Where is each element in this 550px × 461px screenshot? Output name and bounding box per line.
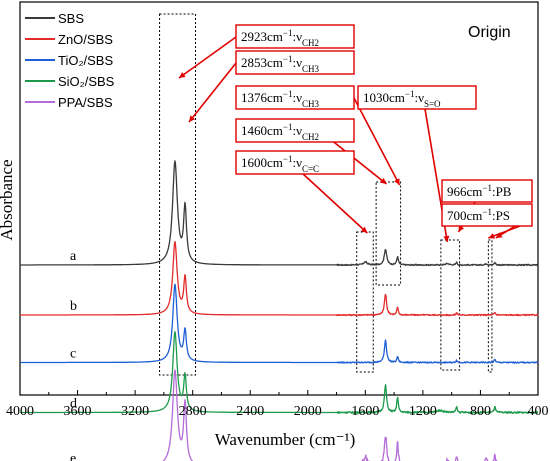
legend-label: ZnO/SBS (58, 32, 113, 47)
annotation-text: 1376cm−1:νCH3 (241, 89, 319, 109)
x-tick-label: 1600 (351, 404, 379, 419)
x-tick-label: 1200 (409, 404, 437, 419)
arrow-head (458, 225, 465, 232)
x-tick-label: 2400 (236, 404, 264, 419)
y-axis-label: Absorbance (0, 159, 16, 240)
arrow-head (379, 177, 387, 184)
x-axis-ticks: 4000 3600 3200 2800 2400 2000 1600 1200 800 400 (6, 390, 549, 419)
arrow-head (189, 115, 196, 122)
legend-label: PPA/SBS (58, 95, 113, 110)
legend: SBS ZnO/SBS TiO₂/SBS SiO₂/SBS PPA/SBS (25, 11, 115, 110)
annotation-box (235, 85, 355, 110)
annotation-box (235, 150, 355, 175)
series-line (19, 331, 539, 415)
annotation-box (357, 85, 477, 110)
highlight-box (375, 181, 402, 286)
arrow-head (179, 72, 186, 78)
annotation-text: 1600cm−1:νC=C (241, 154, 319, 174)
arrow-head (488, 233, 495, 239)
highlight-box (440, 239, 461, 371)
x-axis-label: Wavenumber (cm⁻¹) (215, 430, 356, 449)
annotation-text: 700cm−1:PS (447, 207, 510, 223)
series-line (19, 240, 539, 317)
series-line (19, 283, 539, 364)
annotation-text: 2853cm−1:νCH3 (241, 54, 319, 74)
curve-label: a (70, 249, 77, 264)
curve-label: e (70, 452, 76, 461)
annotation-text: 1030cm−1:νS=O (363, 89, 441, 109)
annotation-box (235, 118, 355, 143)
annotation-arrow (188, 62, 237, 123)
x-tick-label: 4000 (6, 404, 34, 419)
annotation-text: 1460cm−1:νCH2 (241, 122, 319, 142)
legend-label: TiO₂/SBS (58, 53, 113, 68)
series-line (19, 160, 539, 267)
annotation-box (441, 203, 533, 227)
peak-annotations: 2923cm−1:νCH2 2853cm−1:νCH3 1376cm−1:νCH3 1… (235, 24, 533, 227)
x-tick-label: 2000 (294, 404, 322, 419)
x-tick-label: 2800 (179, 404, 207, 419)
highlight-box (356, 231, 374, 373)
highlight-box (159, 13, 197, 376)
x-tick-label: 3600 (64, 404, 92, 419)
annotation-arrow (178, 36, 237, 79)
highlight-box (487, 239, 493, 373)
x-tick-label: 3200 (121, 404, 149, 419)
arrow-head (394, 178, 400, 185)
curve-labels: a b c d e (70, 249, 77, 461)
legend-label: SiO₂/SBS (58, 74, 115, 89)
curve-label: d (70, 397, 77, 412)
arrow-head (443, 235, 450, 242)
annotation-text: 966cm−1:PB (447, 183, 512, 199)
corner-label: Origin (468, 24, 511, 41)
annotation-box (235, 24, 355, 49)
annotation-arrow (353, 97, 401, 186)
curve-label: b (70, 299, 77, 314)
annotation-box (235, 50, 355, 75)
x-tick-label: 800 (470, 404, 491, 419)
curve-label: c (70, 347, 76, 362)
annotation-text: 2923cm−1:νCH2 (241, 28, 319, 48)
legend-label: SBS (58, 11, 84, 26)
x-tick-label: 400 (528, 404, 549, 419)
arrow-head (495, 232, 503, 238)
series-lines (19, 160, 539, 461)
annotation-box (441, 179, 533, 203)
arrow-head (360, 226, 368, 233)
